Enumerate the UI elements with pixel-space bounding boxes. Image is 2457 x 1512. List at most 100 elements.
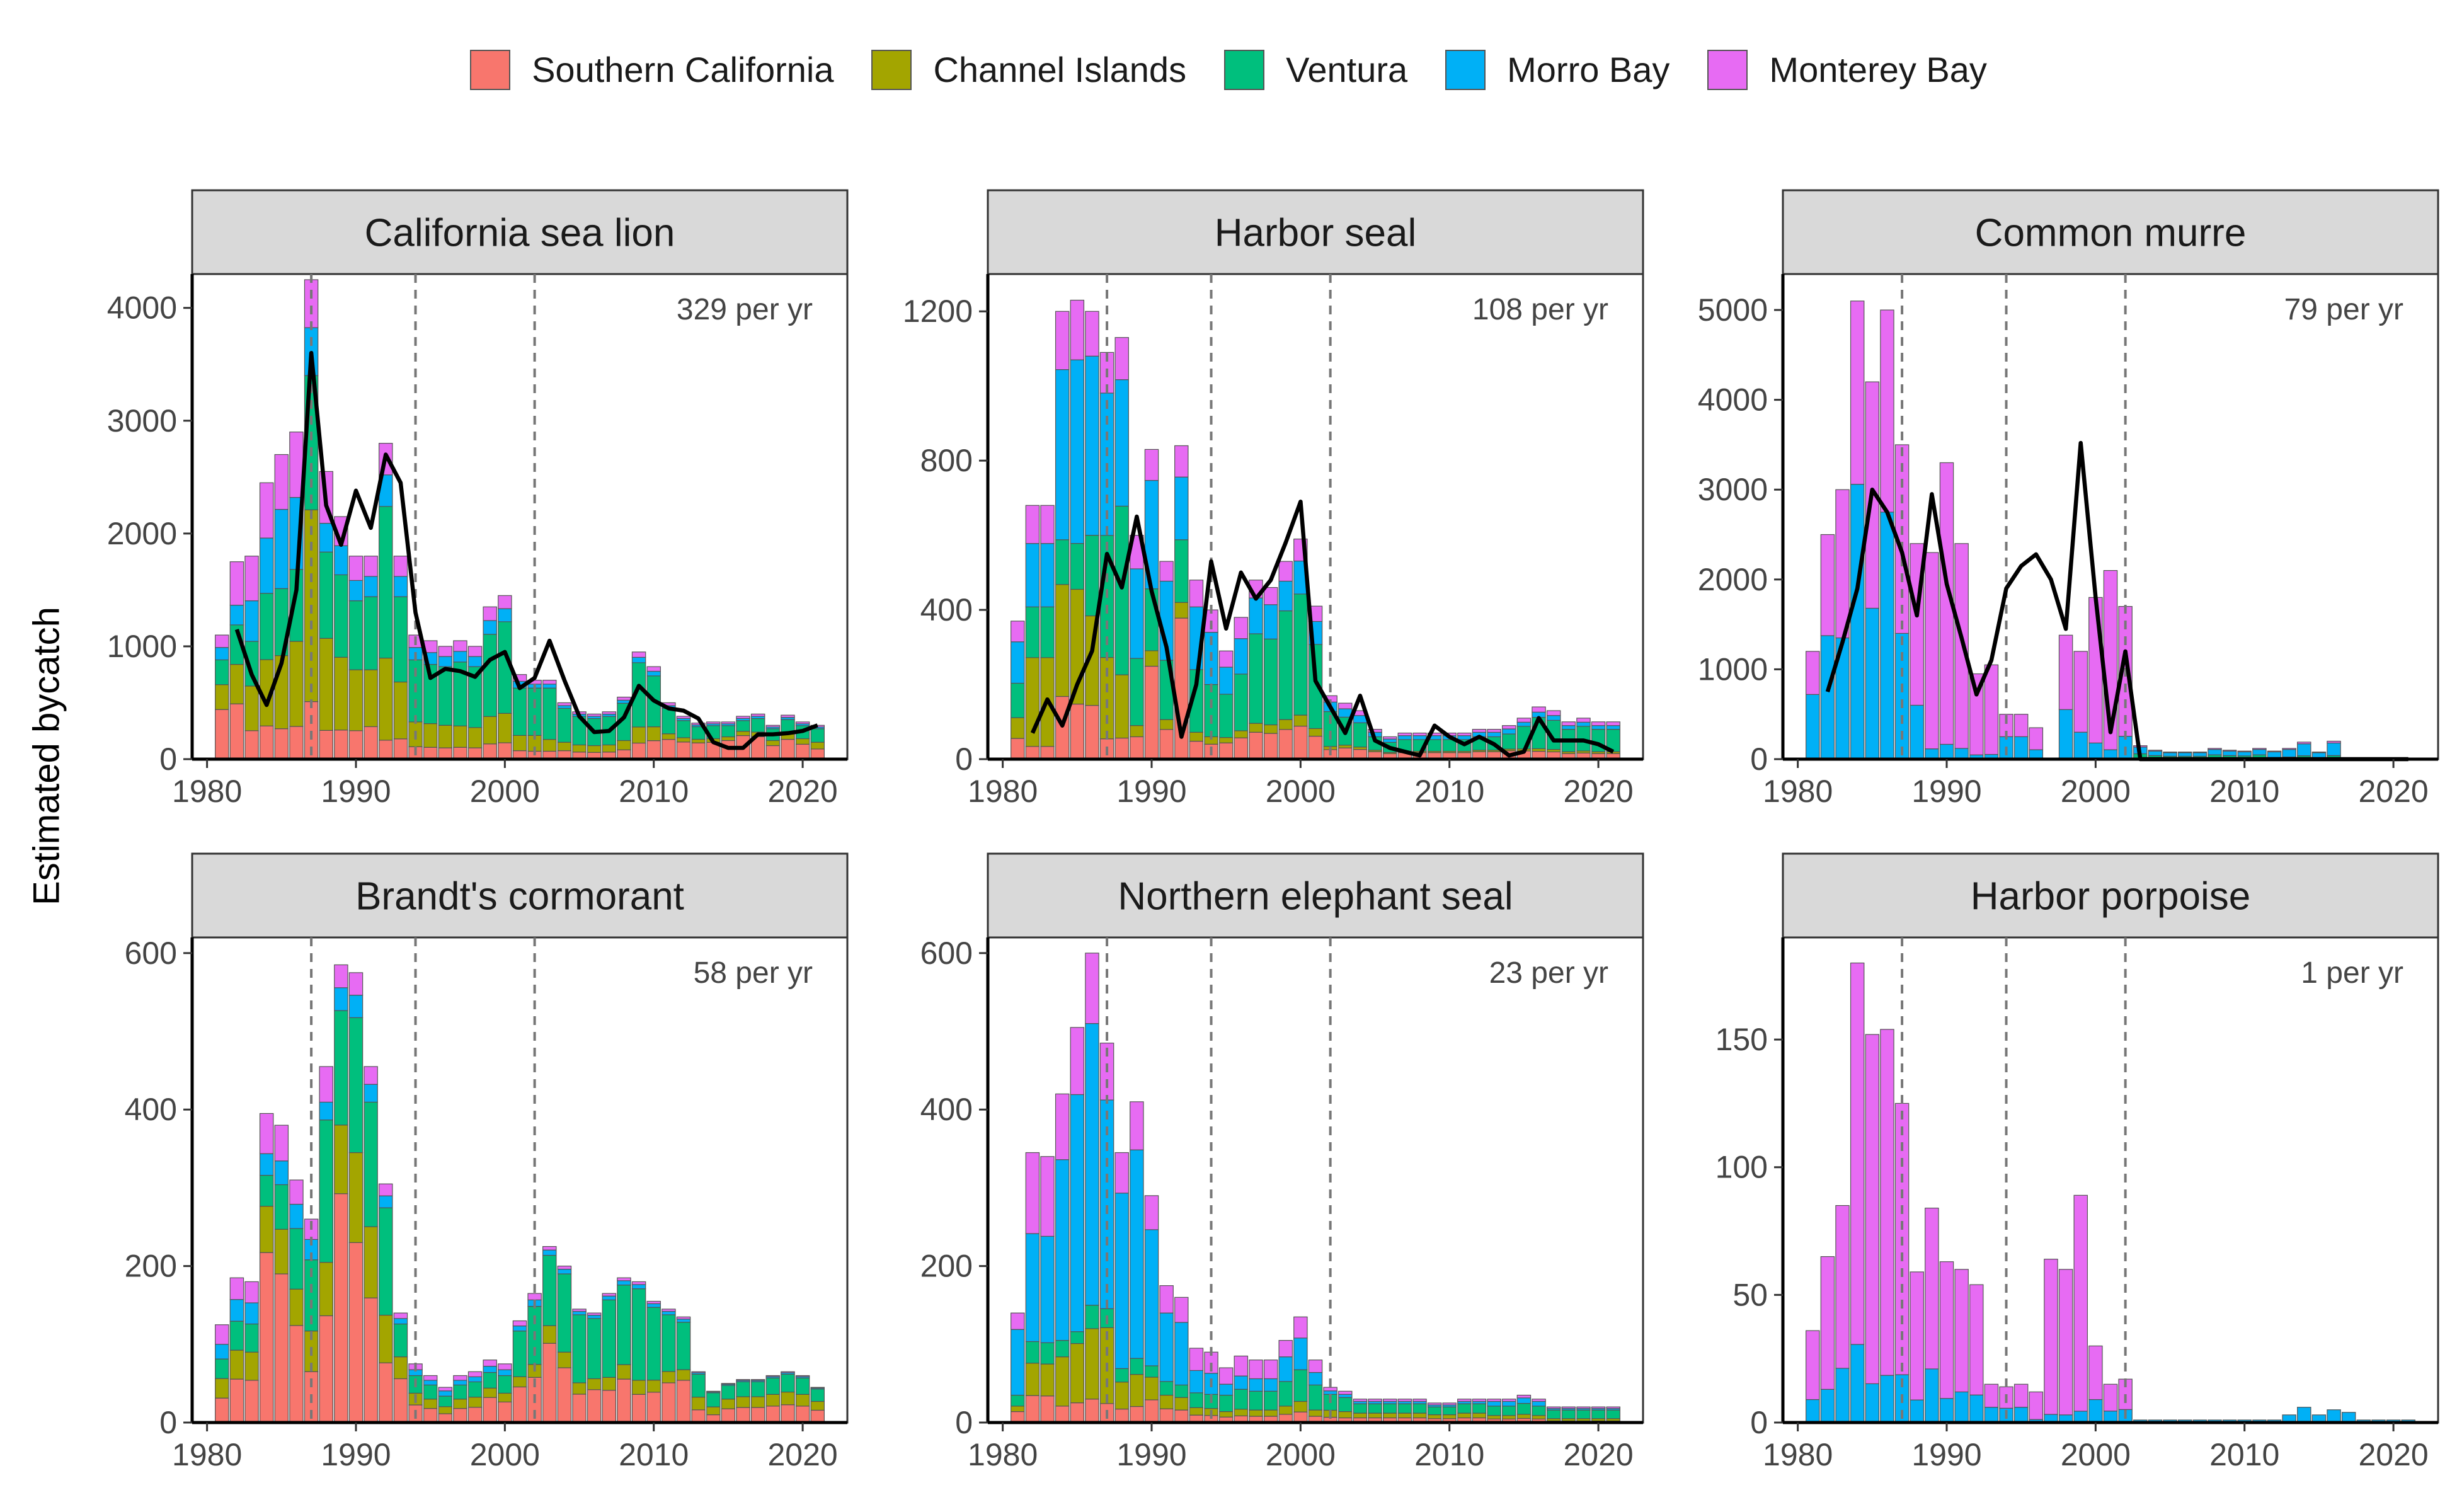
bar-segment bbox=[1218, 1394, 1234, 1412]
y-tick-label: 0 bbox=[955, 742, 973, 777]
bar-segment bbox=[259, 1113, 274, 1154]
bar-segment bbox=[1085, 1305, 1099, 1329]
panel: Common murre 0 1000 2000 3000 4000 5000 1980 199… bbox=[1698, 189, 2439, 809]
bar-segment bbox=[1880, 1029, 1894, 1376]
bar-segment bbox=[1865, 1383, 1880, 1423]
bar-segment bbox=[1174, 1297, 1189, 1323]
bar-segment bbox=[2252, 748, 2267, 750]
bar-segment bbox=[1487, 1415, 1501, 1420]
bar-segment bbox=[1576, 1409, 1591, 1419]
bar-segment bbox=[2088, 1345, 2103, 1400]
bar-segment bbox=[1174, 539, 1189, 603]
bar-segment bbox=[572, 1309, 587, 1312]
bar-segment bbox=[765, 1394, 781, 1407]
bar-segment bbox=[810, 1400, 825, 1411]
bar-segment bbox=[467, 727, 483, 748]
bar-segment bbox=[1085, 705, 1099, 760]
bar-segment bbox=[1502, 725, 1516, 730]
bar-segment bbox=[215, 659, 229, 685]
bar-segment bbox=[1218, 1383, 1234, 1396]
bar-segment bbox=[2088, 597, 2103, 743]
bar-segment bbox=[1025, 1152, 1040, 1234]
bar-segment bbox=[1114, 379, 1129, 507]
bar-segment bbox=[1234, 1409, 1249, 1417]
bar-segment bbox=[393, 556, 408, 577]
bar-segment bbox=[1218, 1411, 1234, 1418]
bar-segment bbox=[557, 1266, 572, 1270]
y-tick-label: 100 bbox=[1715, 1150, 1768, 1185]
bar-segment bbox=[736, 1381, 750, 1397]
bar-segment bbox=[1910, 1271, 1924, 1400]
legend-item-ventura: Ventura bbox=[1224, 49, 1407, 90]
bar-segment bbox=[393, 596, 408, 683]
bar-segment bbox=[1457, 1412, 1472, 1419]
bar-segment bbox=[1114, 337, 1129, 381]
bar-segment bbox=[587, 1378, 602, 1390]
x-tick-label: 1990 bbox=[1116, 1437, 1186, 1472]
bar-segment bbox=[631, 1284, 646, 1290]
bar-segment bbox=[1820, 635, 1835, 760]
bar-segment bbox=[781, 1404, 795, 1423]
bar-segment bbox=[587, 1315, 602, 1319]
bar-segment bbox=[1338, 747, 1353, 760]
bar-segment bbox=[1085, 1399, 1099, 1423]
bar-segment bbox=[1159, 1408, 1174, 1423]
bar-segment bbox=[1055, 369, 1070, 541]
bar-segment bbox=[1174, 476, 1189, 541]
bar-segment bbox=[1472, 729, 1487, 733]
bar-segment bbox=[289, 1179, 304, 1205]
bar-segment bbox=[289, 1288, 304, 1326]
bar-segment bbox=[2073, 651, 2088, 733]
bar-segment bbox=[453, 747, 467, 760]
bar-segment bbox=[1025, 1363, 1040, 1396]
bar-segment bbox=[1025, 505, 1040, 544]
bar-segment bbox=[2297, 743, 2311, 757]
bar-segment bbox=[2282, 748, 2296, 750]
bar-segment bbox=[1323, 1387, 1337, 1392]
bar-segment bbox=[1144, 1195, 1159, 1230]
bar-segment bbox=[1278, 1356, 1293, 1382]
x-tick-label: 2000 bbox=[470, 774, 540, 809]
bar-segment bbox=[1159, 1312, 1174, 1382]
bar-segment bbox=[215, 647, 229, 661]
panel-annotation: 58 per yr bbox=[694, 956, 813, 990]
bar-segment bbox=[1249, 633, 1263, 724]
bar-segment bbox=[1561, 1409, 1576, 1419]
y-tick-label: 0 bbox=[159, 1405, 177, 1440]
legend-label: Southern California bbox=[532, 50, 834, 89]
bar-segment bbox=[631, 1380, 646, 1395]
bar-segment bbox=[229, 1299, 244, 1322]
bar-segment bbox=[1338, 702, 1353, 709]
bar-segment bbox=[795, 1377, 810, 1395]
bar-segment bbox=[781, 714, 795, 718]
bar-segment bbox=[676, 1316, 691, 1320]
bar-segment bbox=[1174, 1409, 1189, 1423]
bar-segment bbox=[1159, 1285, 1174, 1314]
bar-segment bbox=[1189, 1392, 1204, 1409]
bar-segment bbox=[557, 1268, 572, 1274]
bar-segment bbox=[1532, 1399, 1546, 1402]
bar-segment bbox=[274, 454, 289, 510]
bar-segment bbox=[721, 1399, 736, 1409]
bar-segment bbox=[1159, 1381, 1174, 1396]
bar-segment bbox=[259, 725, 274, 760]
bar-segment bbox=[2163, 751, 2177, 753]
bar-segment bbox=[1606, 1409, 1620, 1419]
legend: Southern California Channel Islands Vent… bbox=[0, 49, 2457, 90]
bar-segment bbox=[483, 1365, 497, 1373]
bar-segment bbox=[319, 730, 333, 760]
bar-segment bbox=[631, 742, 646, 760]
bar-segment bbox=[259, 1174, 274, 1207]
bar-segment bbox=[319, 522, 333, 553]
panel-strip bbox=[1782, 189, 2439, 275]
bar-segment bbox=[1218, 694, 1234, 738]
bar-segment bbox=[765, 740, 781, 747]
y-tick-label: 150 bbox=[1715, 1022, 1768, 1057]
bar-segment bbox=[557, 1367, 572, 1423]
bar-segment bbox=[1040, 505, 1055, 544]
y-tick-label: 400 bbox=[125, 1092, 177, 1127]
bar-segment bbox=[587, 745, 602, 753]
bar-segment bbox=[1382, 736, 1397, 740]
x-tick-label: 2010 bbox=[619, 1437, 689, 1472]
bar-segment bbox=[498, 1363, 512, 1370]
